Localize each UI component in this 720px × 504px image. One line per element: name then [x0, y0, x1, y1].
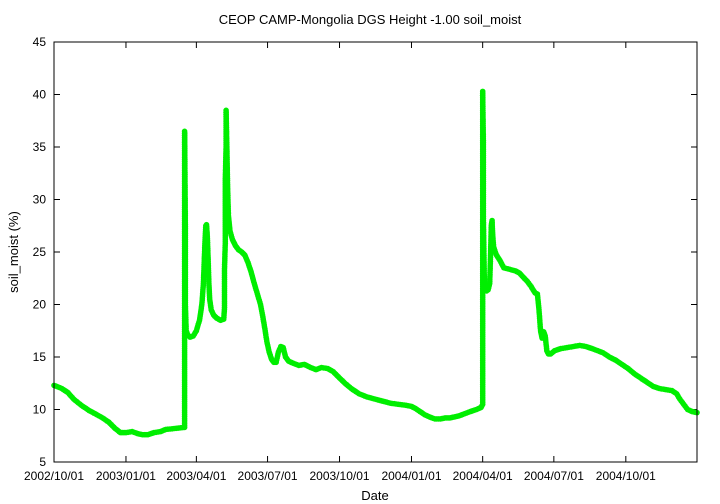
y-tick-label: 20 — [33, 298, 47, 312]
x-axis-ticks: 2002/10/01 2003/01/01 2003/04/01 2003/07/01… — [24, 42, 656, 483]
x-tick-label: 2003/01/01 — [96, 469, 156, 483]
y-tick-label: 5 — [39, 455, 46, 469]
x-axis-label: Date — [361, 488, 388, 503]
x-tick-label: 2004/10/01 — [596, 469, 656, 483]
x-tick-label: 2003/07/01 — [238, 469, 298, 483]
x-tick-label: 2003/04/01 — [166, 469, 226, 483]
chart-title: CEOP CAMP-Mongolia DGS Height -1.00 soil… — [219, 12, 522, 27]
x-tick-label: 2004/01/01 — [381, 469, 441, 483]
y-tick-label: 30 — [33, 193, 47, 207]
plot-frame — [53, 41, 698, 463]
series-soil-moist — [51, 88, 700, 438]
y-tick-label: 35 — [33, 140, 47, 154]
x-tick-label: 2004/04/01 — [453, 469, 513, 483]
x-tick-label: 2004/07/01 — [524, 469, 584, 483]
y-tick-label: 25 — [33, 245, 47, 259]
x-tick-label: 2002/10/01 — [24, 469, 84, 483]
y-tick-label: 40 — [33, 88, 47, 102]
y-tick-label: 10 — [33, 403, 47, 417]
x-tick-label: 2003/10/01 — [309, 469, 369, 483]
y-tick-label: 15 — [33, 350, 47, 364]
series-line — [53, 91, 698, 436]
y-axis-ticks: 5 10 15 20 25 30 35 40 45 — [33, 35, 697, 469]
y-tick-label: 45 — [33, 35, 47, 49]
y-axis-label: soil_moist (%) — [6, 211, 21, 293]
